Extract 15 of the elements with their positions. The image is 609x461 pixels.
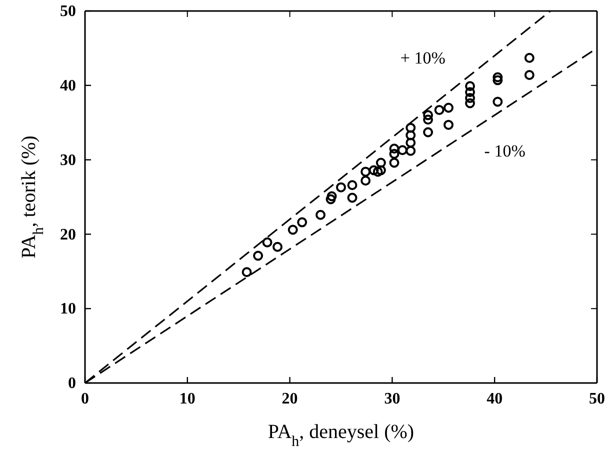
y-tick-label: 20: [60, 226, 76, 244]
x-tick-label: 20: [282, 390, 298, 408]
x-tick-label: 10: [179, 390, 196, 408]
x-tick-label: 50: [589, 390, 605, 408]
x-tick-label: 30: [384, 390, 400, 408]
y-tick-label: 40: [60, 78, 76, 95]
y-tick-label: 0: [68, 375, 76, 392]
y-tick-label: 50: [60, 3, 76, 20]
x-tick-label: 0: [81, 390, 89, 408]
annotation: - 10%: [484, 141, 526, 160]
x-tick-label: 40: [486, 390, 503, 408]
y-tick-label: 10: [60, 300, 76, 318]
y-tick-label: 30: [60, 152, 76, 169]
annotation: + 10%: [400, 48, 446, 68]
x-axis-title: PA$_{h}$, deneysel (%): [268, 421, 414, 450]
